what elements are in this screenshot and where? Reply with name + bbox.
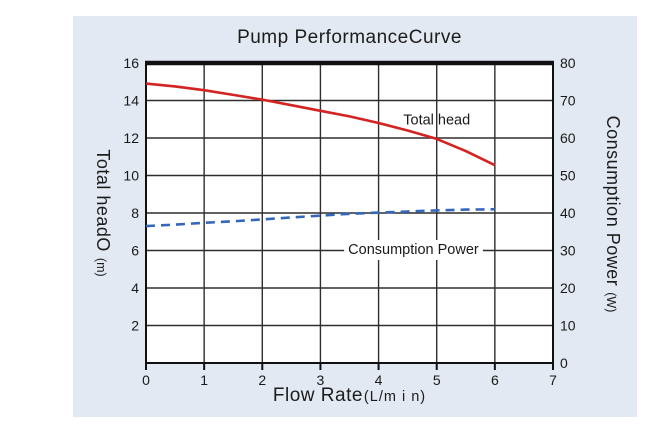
x-tick-label: 0 <box>142 372 150 388</box>
x-axis-label-text: Flow Rate <box>272 385 363 406</box>
y-right-tick-label: 10 <box>560 318 576 334</box>
x-tick-label: 2 <box>258 372 266 388</box>
left-axis-label-text: Total headO <box>93 149 113 252</box>
x-tick-label: 4 <box>375 372 383 388</box>
y-right-tick-label: 0 <box>560 355 568 371</box>
y-right-tick-label: 60 <box>560 130 576 146</box>
consumption-power-label: Consumption Power <box>348 242 479 258</box>
x-tick-label: 1 <box>200 372 208 388</box>
y-left-tick-label: 12 <box>123 130 139 146</box>
left-axis-label: Total headO (m) <box>89 63 113 363</box>
x-tick-label: 7 <box>549 372 557 388</box>
series-label-background <box>344 240 483 260</box>
y-left-tick-label: 16 <box>123 55 139 71</box>
y-right-tick-label: 50 <box>560 168 576 184</box>
x-axis-label: Flow Rate (L/m i n) <box>146 385 553 407</box>
x-tick-label: 5 <box>433 372 441 388</box>
right-axis-label: Consumption Power (W) <box>599 54 623 374</box>
chart-title: Pump PerformanceCurve <box>237 27 462 48</box>
y-left-tick-label: 6 <box>131 243 139 259</box>
right-axis-unit: (W) <box>604 292 618 313</box>
y-left-tick-label: 2 <box>131 318 139 334</box>
y-left-tick-label: 4 <box>131 280 139 296</box>
x-axis-unit: (L/m i n) <box>363 389 427 405</box>
y-right-tick-label: 20 <box>560 280 576 296</box>
y-right-tick-label: 40 <box>560 205 576 221</box>
x-tick-label: 6 <box>491 372 499 388</box>
y-right-tick-label: 70 <box>560 93 576 109</box>
y-left-tick-label: 14 <box>123 93 139 109</box>
y-left-tick-label: 8 <box>131 205 139 221</box>
y-left-tick-label: 10 <box>123 168 139 184</box>
y-right-tick-label: 30 <box>560 243 576 259</box>
total-head-label: Total head <box>403 112 470 128</box>
left-axis-unit: (m) <box>94 257 108 277</box>
y-right-tick-label: 80 <box>560 55 576 71</box>
x-tick-label: 3 <box>317 372 325 388</box>
total-head-curve <box>145 82 496 167</box>
right-axis-label-text: Consumption Power <box>603 115 623 287</box>
consumption-power-curve <box>145 208 495 228</box>
